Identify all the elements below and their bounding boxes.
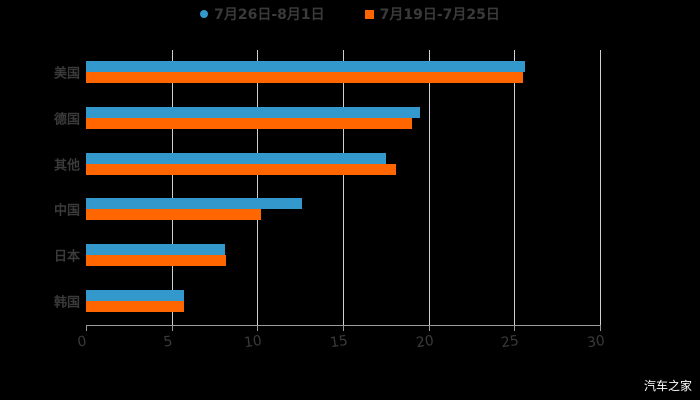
y-category-label: 美国 xyxy=(53,66,80,82)
gridline xyxy=(514,50,516,325)
y-category-label: 其他 xyxy=(53,158,80,174)
gridline xyxy=(600,50,601,325)
y-category-label: 日本 xyxy=(53,249,80,265)
gridline xyxy=(257,50,259,325)
bar-series-1[interactable] xyxy=(86,290,184,301)
bar-series-2[interactable] xyxy=(86,255,227,267)
x-tick xyxy=(514,325,516,331)
bar-series-1[interactable] xyxy=(86,106,421,118)
gridline xyxy=(428,50,430,325)
x-tick-label: 30 xyxy=(586,332,606,352)
bar-series-2[interactable] xyxy=(86,117,412,129)
x-tick xyxy=(171,325,173,331)
x-tick-label: 0 xyxy=(76,333,88,351)
x-tick xyxy=(343,325,344,331)
legend-label: 7月19日-7月25日 xyxy=(379,7,500,23)
x-tick xyxy=(600,325,601,331)
y-category-label: 韩国 xyxy=(53,295,80,311)
legend-item-series-2[interactable]: 7月19日-7月25日 xyxy=(364,4,500,24)
x-tick xyxy=(86,325,87,331)
x-tick-label: 25 xyxy=(500,332,521,352)
chart-legend: 7月26日-8月1日 7月19日-7月25日 xyxy=(0,4,700,24)
bar-series-1[interactable] xyxy=(86,61,525,72)
y-category-label: 中国 xyxy=(53,203,80,219)
square-marker-icon xyxy=(364,9,374,19)
x-tick-label: 5 xyxy=(162,333,174,351)
bar-series-2[interactable] xyxy=(86,301,184,312)
legend-label: 7月26日-8月1日 xyxy=(214,7,325,23)
x-tick-label: 20 xyxy=(414,332,435,352)
y-category-label: 德国 xyxy=(53,112,80,128)
bar-series-2[interactable] xyxy=(86,209,261,221)
bar-series-1[interactable] xyxy=(86,244,225,256)
bar-series-1[interactable] xyxy=(86,198,302,210)
gridline xyxy=(171,50,173,325)
x-tick-label: 10 xyxy=(243,332,264,352)
plot-area xyxy=(86,50,601,325)
legend-item-series-1[interactable]: 7月26日-8月1日 xyxy=(200,4,325,24)
bar-series-2[interactable] xyxy=(86,72,523,83)
bar-series-2[interactable] xyxy=(86,163,397,175)
x-tick xyxy=(428,325,430,331)
bar-series-1[interactable] xyxy=(86,152,386,164)
watermark: 汽车之家 xyxy=(643,379,692,393)
x-tick-label: 15 xyxy=(329,332,349,352)
circle-marker-icon xyxy=(200,10,209,18)
x-tick xyxy=(257,325,259,331)
gridline xyxy=(343,50,344,325)
